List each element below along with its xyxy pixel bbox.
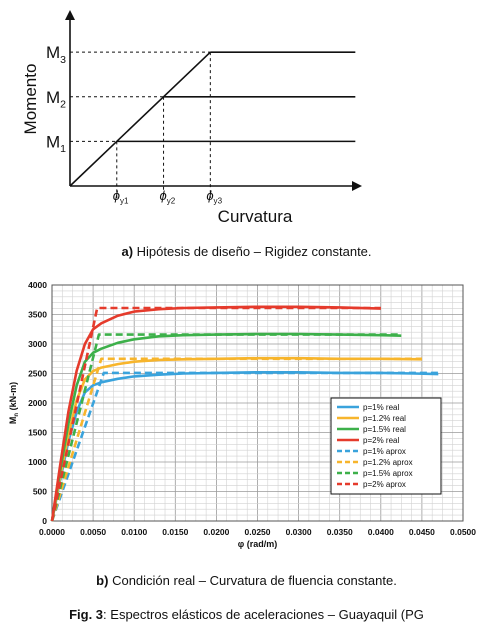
legend-label-7: p=1.5% aprox bbox=[363, 469, 413, 478]
x-tick-label: 0.0500 bbox=[450, 527, 476, 537]
legend-label-4: p=2% real bbox=[363, 436, 399, 445]
y-tick-label: 1000 bbox=[28, 457, 47, 467]
y-tick-label: 3500 bbox=[28, 310, 47, 320]
series-line-3 bbox=[50, 332, 402, 522]
figure-caption: Fig. 3: Espectros elásticos de aceleraci… bbox=[0, 607, 493, 622]
caption-b-text: Condición real – Curvatura de fluencia c… bbox=[112, 573, 397, 588]
x-tick-label: 0.0050 bbox=[80, 527, 106, 537]
legend-label-1: p=1% real bbox=[363, 403, 399, 412]
legend-label-3: p=1.5% real bbox=[363, 425, 406, 434]
x-tick-label: 0.0000 bbox=[39, 527, 65, 537]
x-tick-label: 0.0200 bbox=[203, 527, 229, 537]
y-tick-label: 4000 bbox=[28, 280, 47, 290]
y-tick-label: 0 bbox=[42, 516, 47, 526]
series-line-5 bbox=[50, 371, 439, 522]
series-line-7 bbox=[50, 333, 402, 522]
x-tick-label: 0.0400 bbox=[368, 527, 394, 537]
x-tick-label: 0.0100 bbox=[121, 527, 147, 537]
x-tick-label: 0.0250 bbox=[245, 527, 271, 537]
caption-b-letter: b) bbox=[96, 573, 109, 588]
series-line-8 bbox=[50, 306, 381, 522]
legend-box bbox=[330, 397, 442, 495]
x-axis-title: Curvatura bbox=[218, 207, 293, 226]
legend-label-6: p=1.2% aprox bbox=[363, 458, 413, 467]
caption-a-text: Hipótesis de diseño – Rigidez constante. bbox=[136, 244, 372, 259]
legend-label-5: p=1% aprox bbox=[363, 447, 406, 456]
x-tick-label: 0.0450 bbox=[409, 527, 435, 537]
y-axis-title: Momento bbox=[21, 64, 40, 135]
legend-label-2: p=1.2% real bbox=[363, 414, 406, 423]
x-mark-label-3: ϕy3 bbox=[206, 188, 222, 206]
legend-label-8: p=2% aprox bbox=[363, 480, 406, 489]
y-level-label-2: M2 bbox=[46, 88, 66, 111]
figure-text: : Espectros elásticos de aceleraciones –… bbox=[103, 607, 424, 622]
y-level-label-3: M3 bbox=[46, 43, 66, 66]
plot-border bbox=[51, 284, 464, 522]
y-axis-title: Mn (kN-m) bbox=[8, 382, 20, 424]
caption-a-letter: a) bbox=[121, 244, 134, 259]
caption-a: a) Hipótesis de diseño – Rigidez constan… bbox=[0, 244, 493, 259]
x-mark-label-2: ϕy2 bbox=[160, 188, 176, 206]
figure-label: Fig. 3 bbox=[69, 607, 104, 622]
x-axis-title: φ (rad/m) bbox=[238, 539, 277, 549]
x-tick-label: 0.0300 bbox=[286, 527, 312, 537]
series-line-6 bbox=[50, 357, 422, 522]
y-tick-label: 2000 bbox=[28, 398, 47, 408]
caption-b: b) Condición real – Curvatura de fluenci… bbox=[0, 573, 493, 588]
moment-curvature-data-chart: 0.0000 0.0050 0.0100 0.0150 0.0200 0.0250 0.03… bbox=[8, 280, 476, 549]
y-tick-label: 500 bbox=[33, 487, 47, 497]
y-tick-label: 2500 bbox=[28, 369, 47, 379]
y-level-label-1: M1 bbox=[46, 132, 66, 155]
y-tick-label: 1500 bbox=[28, 428, 47, 438]
x-mark-label-1: ϕy1 bbox=[113, 188, 129, 206]
x-tick-label: 0.0150 bbox=[162, 527, 188, 537]
x-tick-label: 0.0350 bbox=[327, 527, 353, 537]
legend: p=1% real p=1.2% real p=1.5% real p=2% real… bbox=[330, 397, 442, 495]
y-tick-label: 3000 bbox=[28, 339, 47, 349]
schematic-line-1 bbox=[69, 51, 211, 187]
